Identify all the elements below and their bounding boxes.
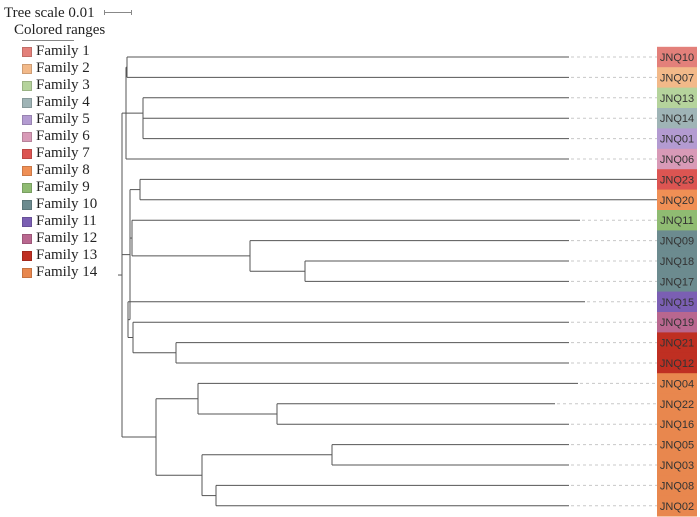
tip-label: JNQ09: [660, 236, 694, 248]
legend-swatch: [22, 97, 32, 108]
tip-color-range: [657, 189, 697, 211]
legend-label: Family 14: [36, 264, 98, 280]
legend-swatch: [22, 216, 32, 227]
tip-label: JNQ23: [660, 174, 694, 186]
tip-color-range: [657, 312, 697, 333]
tip-label: JNQ07: [660, 72, 694, 84]
tip-label: JNQ14: [660, 113, 694, 125]
legend-item-family-1: Family 1: [22, 43, 97, 60]
tip-color-range: [657, 148, 697, 170]
legend-label: Family 6: [36, 128, 90, 144]
legend-item-family-14: Family 14: [22, 264, 97, 281]
legend-label: Family 13: [36, 247, 98, 263]
legend-swatch: [22, 182, 32, 193]
legend-title: Colored ranges: [14, 22, 106, 38]
tip-color-range: [657, 352, 697, 374]
tip-label: JNQ13: [660, 93, 694, 105]
legend-swatch: [22, 148, 32, 159]
legend-item-family-8: Family 8: [22, 162, 97, 179]
tip-label: JNQ06: [660, 154, 694, 166]
legend-item-family-6: Family 6: [22, 128, 97, 145]
tip-label: JNQ16: [660, 419, 694, 431]
legend-swatch: [22, 267, 32, 278]
tree-scale-bar: [104, 10, 132, 15]
legend-swatch: [22, 131, 32, 142]
tip-color-range: [657, 46, 697, 68]
legend-label: Family 1: [36, 43, 90, 59]
legend-item-family-13: Family 13: [22, 247, 97, 264]
tip-label: JNQ03: [660, 460, 694, 472]
legend-swatch: [22, 63, 32, 74]
tip-label: JNQ19: [660, 317, 694, 329]
tip-color-range: [657, 414, 697, 435]
legend: Family 1 Family 2 Family 3 Family 4 Fami…: [22, 43, 97, 281]
tip-label: JNQ01: [660, 134, 694, 146]
tip-label: JNQ04: [660, 378, 694, 390]
legend-label: Family 10: [36, 196, 98, 212]
legend-label: Family 12: [36, 230, 98, 246]
tip-color-range: [657, 250, 697, 272]
legend-item-family-4: Family 4: [22, 94, 97, 111]
tip-color-range: [657, 393, 697, 415]
tip-label: JNQ18: [660, 256, 694, 268]
tip-color-range: [657, 128, 697, 150]
legend-swatch: [22, 250, 32, 261]
tip-color-range: [657, 210, 697, 231]
legend-swatch: [22, 165, 32, 176]
legend-item-family-10: Family 10: [22, 196, 97, 213]
tip-color-range: [657, 230, 697, 252]
legend-divider: [22, 40, 74, 41]
tip-color-range: [657, 87, 697, 109]
tip-label: JNQ11: [660, 215, 693, 227]
legend-swatch: [22, 233, 32, 244]
legend-swatch: [22, 80, 32, 91]
legend-item-family-12: Family 12: [22, 230, 97, 247]
legend-item-family-3: Family 3: [22, 77, 97, 94]
tip-color-range: [657, 332, 697, 354]
legend-swatch: [22, 199, 32, 210]
tip-label: JNQ02: [660, 501, 694, 513]
tip-color-range: [657, 291, 697, 313]
legend-label: Family 7: [36, 145, 90, 161]
tip-color-range: [657, 67, 697, 89]
legend-item-family-7: Family 7: [22, 145, 97, 162]
legend-item-family-9: Family 9: [22, 179, 97, 196]
tip-label: JNQ10: [660, 52, 694, 64]
tip-color-range: [657, 454, 697, 476]
tip-color-range: [657, 434, 697, 456]
legend-label: Family 9: [36, 179, 90, 195]
tree-scale-label: Tree scale 0.01: [4, 5, 95, 21]
legend-item-family-11: Family 11: [22, 213, 97, 230]
tip-label: JNQ12: [660, 358, 694, 370]
tip-label: JNQ20: [660, 195, 694, 207]
legend-label: Family 11: [36, 213, 97, 229]
legend-label: Family 3: [36, 77, 90, 93]
tip-label: JNQ17: [660, 276, 694, 288]
tip-color-range: [657, 108, 697, 129]
tip-color-range: [657, 495, 697, 517]
legend-swatch: [22, 46, 32, 57]
tip-label: JNQ21: [660, 338, 694, 350]
tip-color-range: [657, 169, 697, 191]
tip-label: JNQ05: [660, 440, 694, 452]
tip-label: JNQ08: [660, 480, 694, 492]
legend-item-family-5: Family 5: [22, 111, 97, 128]
tip-label: JNQ22: [660, 399, 694, 411]
tip-label: JNQ15: [660, 297, 694, 309]
legend-label: Family 2: [36, 60, 90, 76]
tip-color-range: [657, 271, 697, 293]
tip-color-range: [657, 373, 697, 395]
legend-label: Family 5: [36, 111, 90, 127]
tip-color-range: [657, 475, 697, 497]
legend-swatch: [22, 114, 32, 125]
legend-label: Family 4: [36, 94, 90, 110]
legend-label: Family 8: [36, 162, 90, 178]
legend-item-family-2: Family 2: [22, 60, 97, 77]
